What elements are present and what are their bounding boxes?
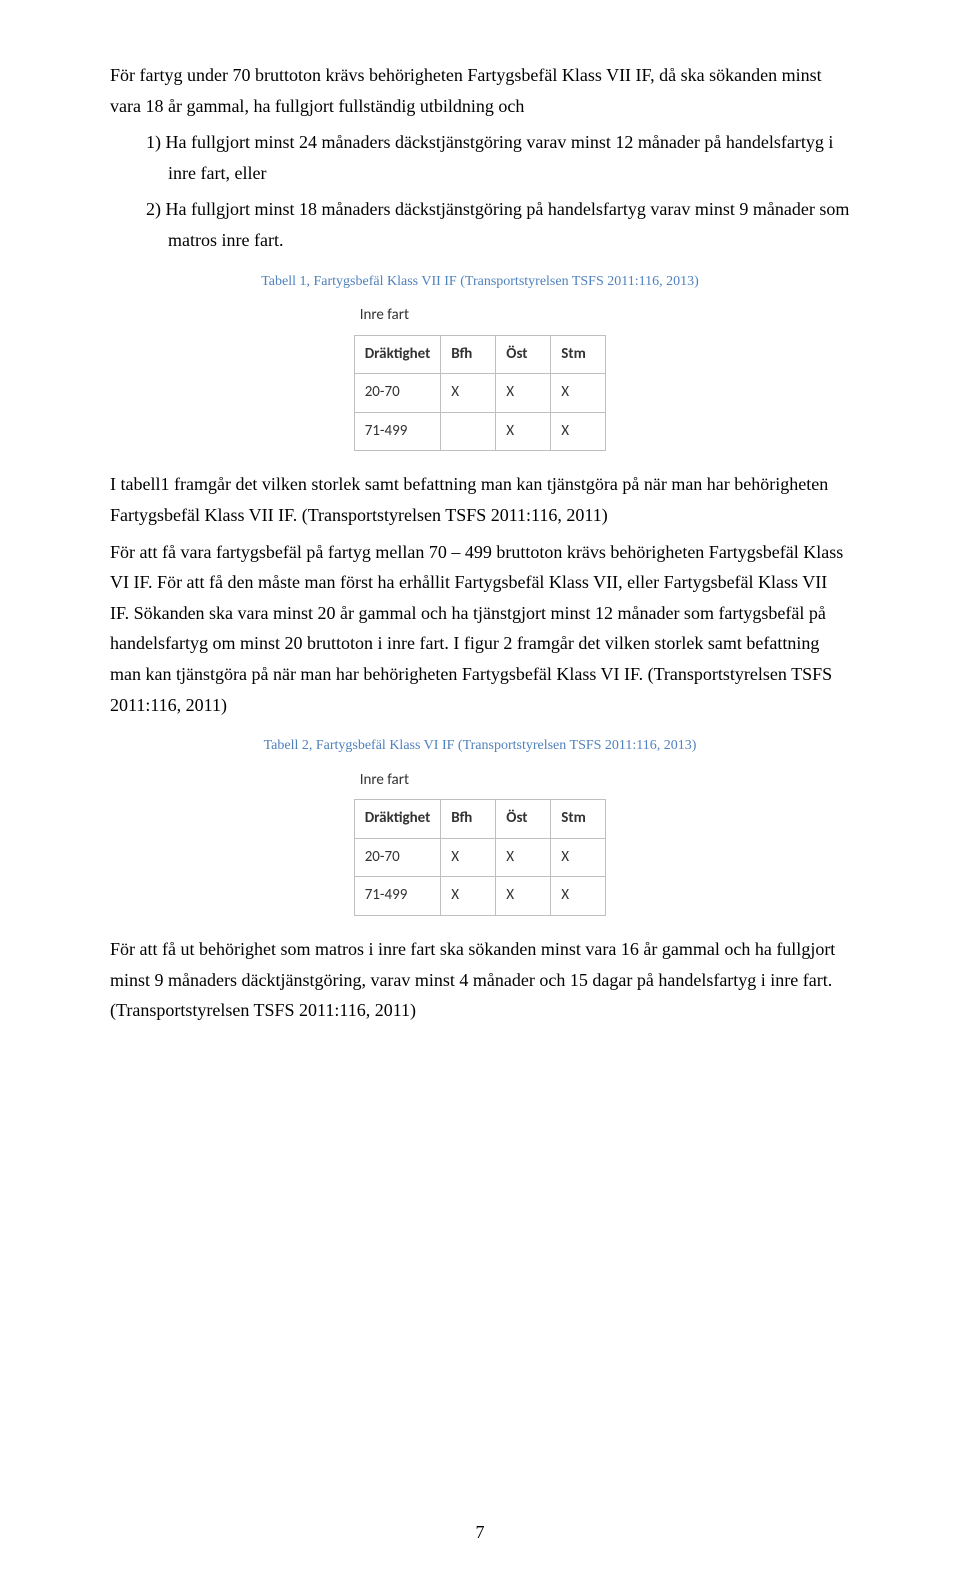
table1-col-1: Bfh bbox=[441, 335, 496, 374]
table2: Inre fart Dräktighet Bfh Öst Stm 20-70 X… bbox=[354, 764, 607, 916]
table1: Inre fart Dräktighet Bfh Öst Stm 20-70 X… bbox=[354, 299, 607, 451]
table2-grid: Dräktighet Bfh Öst Stm 20-70 X X X 71-49… bbox=[354, 799, 607, 916]
table1-title: Inre fart bbox=[354, 299, 607, 335]
table1-header-row: Dräktighet Bfh Öst Stm bbox=[354, 335, 606, 374]
table-row: 20-70 X X X bbox=[354, 374, 606, 413]
table1-r1c2: X bbox=[496, 412, 551, 451]
numbered-list: 1) Ha fullgjort minst 24 månaders däckst… bbox=[110, 127, 850, 255]
table1-r0c1: X bbox=[441, 374, 496, 413]
table1-col-0: Dräktighet bbox=[354, 335, 441, 374]
page: För fartyg under 70 bruttoton krävs behö… bbox=[0, 0, 960, 1574]
table1-r1c3: X bbox=[551, 412, 606, 451]
table2-r0c3: X bbox=[551, 838, 606, 877]
table1-r1c1 bbox=[441, 412, 496, 451]
table2-wrap: Inre fart Dräktighet Bfh Öst Stm 20-70 X… bbox=[110, 764, 850, 916]
table2-header-row: Dräktighet Bfh Öst Stm bbox=[354, 800, 606, 839]
table2-r1c3: X bbox=[551, 877, 606, 916]
list-item-2: 2) Ha fullgjort minst 18 månaders däckst… bbox=[146, 194, 850, 255]
table-row: 20-70 X X X bbox=[354, 838, 606, 877]
table-row: 71-499 X X bbox=[354, 412, 606, 451]
table1-col-2: Öst bbox=[496, 335, 551, 374]
table2-col-3: Stm bbox=[551, 800, 606, 839]
table2-r0c2: X bbox=[496, 838, 551, 877]
paragraph-4: För att få ut behörighet som matros i in… bbox=[110, 934, 850, 1026]
table1-col-3: Stm bbox=[551, 335, 606, 374]
table1-grid: Dräktighet Bfh Öst Stm 20-70 X X X 71-49… bbox=[354, 335, 607, 452]
table2-title: Inre fart bbox=[354, 764, 607, 800]
table-row: 71-499 X X X bbox=[354, 877, 606, 916]
table2-caption: Tabell 2, Fartygsbefäl Klass VI IF (Tran… bbox=[110, 734, 850, 758]
page-number: 7 bbox=[0, 1517, 960, 1548]
table2-col-0: Dräktighet bbox=[354, 800, 441, 839]
table2-r1c0: 71-499 bbox=[354, 877, 441, 916]
paragraph-intro: För fartyg under 70 bruttoton krävs behö… bbox=[110, 60, 850, 121]
paragraph-2: I tabell1 framgår det vilken storlek sam… bbox=[110, 469, 850, 530]
table1-wrap: Inre fart Dräktighet Bfh Öst Stm 20-70 X… bbox=[110, 299, 850, 451]
table1-caption: Tabell 1, Fartygsbefäl Klass VII IF (Tra… bbox=[110, 270, 850, 294]
list-item-1: 1) Ha fullgjort minst 24 månaders däckst… bbox=[146, 127, 850, 188]
table1-r0c0: 20-70 bbox=[354, 374, 441, 413]
table2-col-2: Öst bbox=[496, 800, 551, 839]
table1-r0c3: X bbox=[551, 374, 606, 413]
table1-r1c0: 71-499 bbox=[354, 412, 441, 451]
table2-r0c0: 20-70 bbox=[354, 838, 441, 877]
table2-col-1: Bfh bbox=[441, 800, 496, 839]
table1-r0c2: X bbox=[496, 374, 551, 413]
paragraph-3: För att få vara fartygsbefäl på fartyg m… bbox=[110, 537, 850, 721]
table2-r1c2: X bbox=[496, 877, 551, 916]
table2-r1c1: X bbox=[441, 877, 496, 916]
table2-r0c1: X bbox=[441, 838, 496, 877]
